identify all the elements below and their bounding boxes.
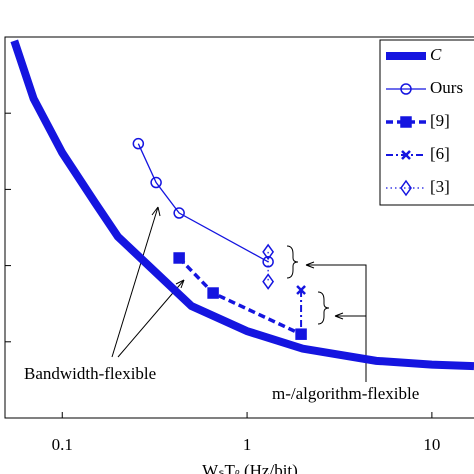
marker [150,176,162,189]
x-tick-label: 1 [243,435,252,454]
marker [401,150,411,160]
marker [262,243,275,261]
marker [132,137,145,150]
series-line [177,256,302,336]
marker [207,287,219,299]
marker [173,252,185,264]
legend-label: [3] [430,177,450,196]
legend-label: [6] [430,144,450,163]
legend: C Ours [9] [6] [3] [379,39,474,206]
marker [262,273,275,290]
legend-label: Ours [430,78,463,97]
legend-label: C [430,45,442,64]
marker [173,207,185,219]
x-axis-label: WₛTᵦ (Hz/bit) [202,461,298,474]
plot-frame [4,36,474,419]
x-tick-label: 0.1 [52,435,73,454]
annotation: m-/algorithm-flexible [272,384,419,403]
marker [296,329,306,340]
annotation-arrows [111,206,367,382]
legend-label: [9] [430,111,450,130]
marker [400,83,412,95]
series-line [137,143,269,263]
marker [296,285,306,295]
x-tick-label: 10 [423,435,440,454]
marker [400,116,412,128]
marker [400,179,412,197]
series-line [10,39,474,371]
legend-box [379,39,474,206]
annotation: Bandwidth-flexible [24,364,156,383]
